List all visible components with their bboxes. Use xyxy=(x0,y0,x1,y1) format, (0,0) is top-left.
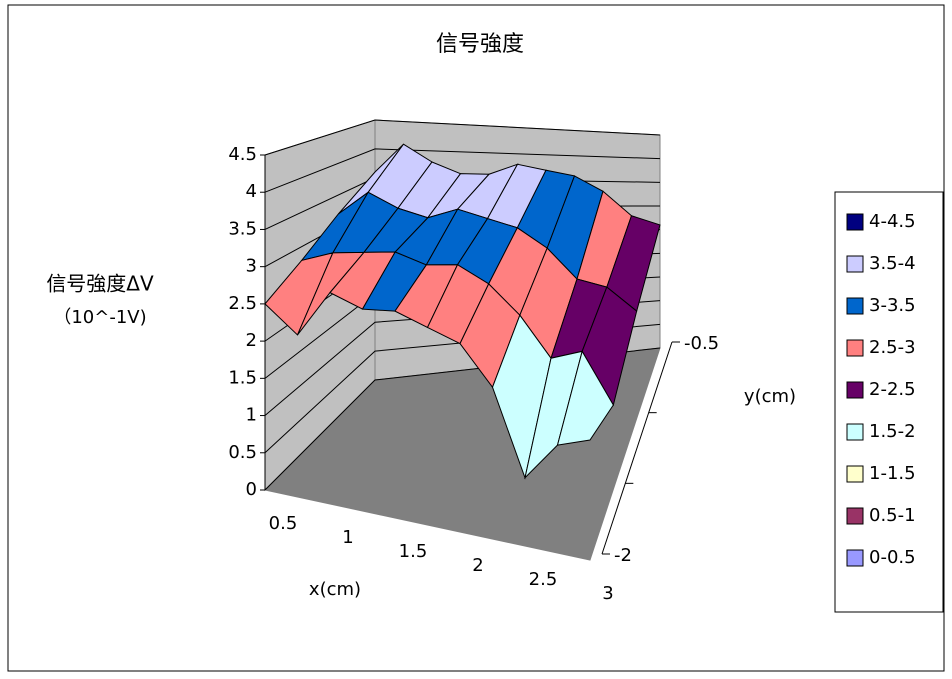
legend-swatch xyxy=(846,255,864,273)
z-tick-label: 2 xyxy=(246,330,257,351)
legend-swatch xyxy=(846,339,864,357)
legend-label: 1.5-2 xyxy=(869,421,916,442)
legend-swatch xyxy=(846,549,864,567)
legend-swatch xyxy=(846,297,864,315)
x-tick-label: 2 xyxy=(472,555,483,576)
z-tick-label: 4 xyxy=(246,181,257,202)
legend-label: 2-2.5 xyxy=(869,379,916,400)
x-tick-label: 3 xyxy=(602,583,613,604)
z-axis-unit: （10^-1V) xyxy=(53,307,146,328)
grid-line xyxy=(264,148,661,193)
z-tick-label: 4.5 xyxy=(228,144,257,165)
z-tick-label: 3 xyxy=(246,256,257,277)
y-tick-label: -0.5 xyxy=(684,333,719,354)
x-tick-label: 0.5 xyxy=(269,513,298,534)
surface-cell xyxy=(556,350,614,446)
legend-label: 1-1.5 xyxy=(869,463,916,484)
legend-label: 0.5-1 xyxy=(869,505,916,526)
z-axis-label: 信号強度ΔV xyxy=(46,272,154,296)
legend-label: 3.5-4 xyxy=(869,253,916,274)
legend-label: 0-0.5 xyxy=(869,547,916,568)
x-tick-label: 1 xyxy=(342,527,353,548)
legend-label: 2.5-3 xyxy=(869,337,916,358)
legend-label: 3-3.5 xyxy=(869,295,916,316)
legend-swatch xyxy=(846,507,864,525)
legend-label: 4-4.5 xyxy=(869,211,916,232)
legend-swatch xyxy=(846,423,864,441)
y-axis-label: y(cm) xyxy=(744,386,796,407)
grid-line xyxy=(264,119,661,156)
legend-swatch xyxy=(846,465,864,483)
legend-swatch xyxy=(846,213,864,231)
x-tick-label: 1.5 xyxy=(399,541,428,562)
z-tick-label: 2.5 xyxy=(228,293,257,314)
x-tick-label: 2.5 xyxy=(529,569,558,590)
chart-title: 信号強度 xyxy=(436,32,524,57)
z-tick-label: 1.5 xyxy=(228,367,257,388)
y-axis-line xyxy=(601,341,673,555)
z-tick-label: 0.5 xyxy=(228,442,257,463)
z-tick-label: 1 xyxy=(246,405,257,426)
z-tick-label: 0 xyxy=(246,479,257,500)
z-tick-label: 3.5 xyxy=(228,218,257,239)
legend-swatch xyxy=(846,381,864,399)
x-axis-label: x(cm) xyxy=(309,579,361,600)
y-tick-label: -2 xyxy=(614,545,632,566)
